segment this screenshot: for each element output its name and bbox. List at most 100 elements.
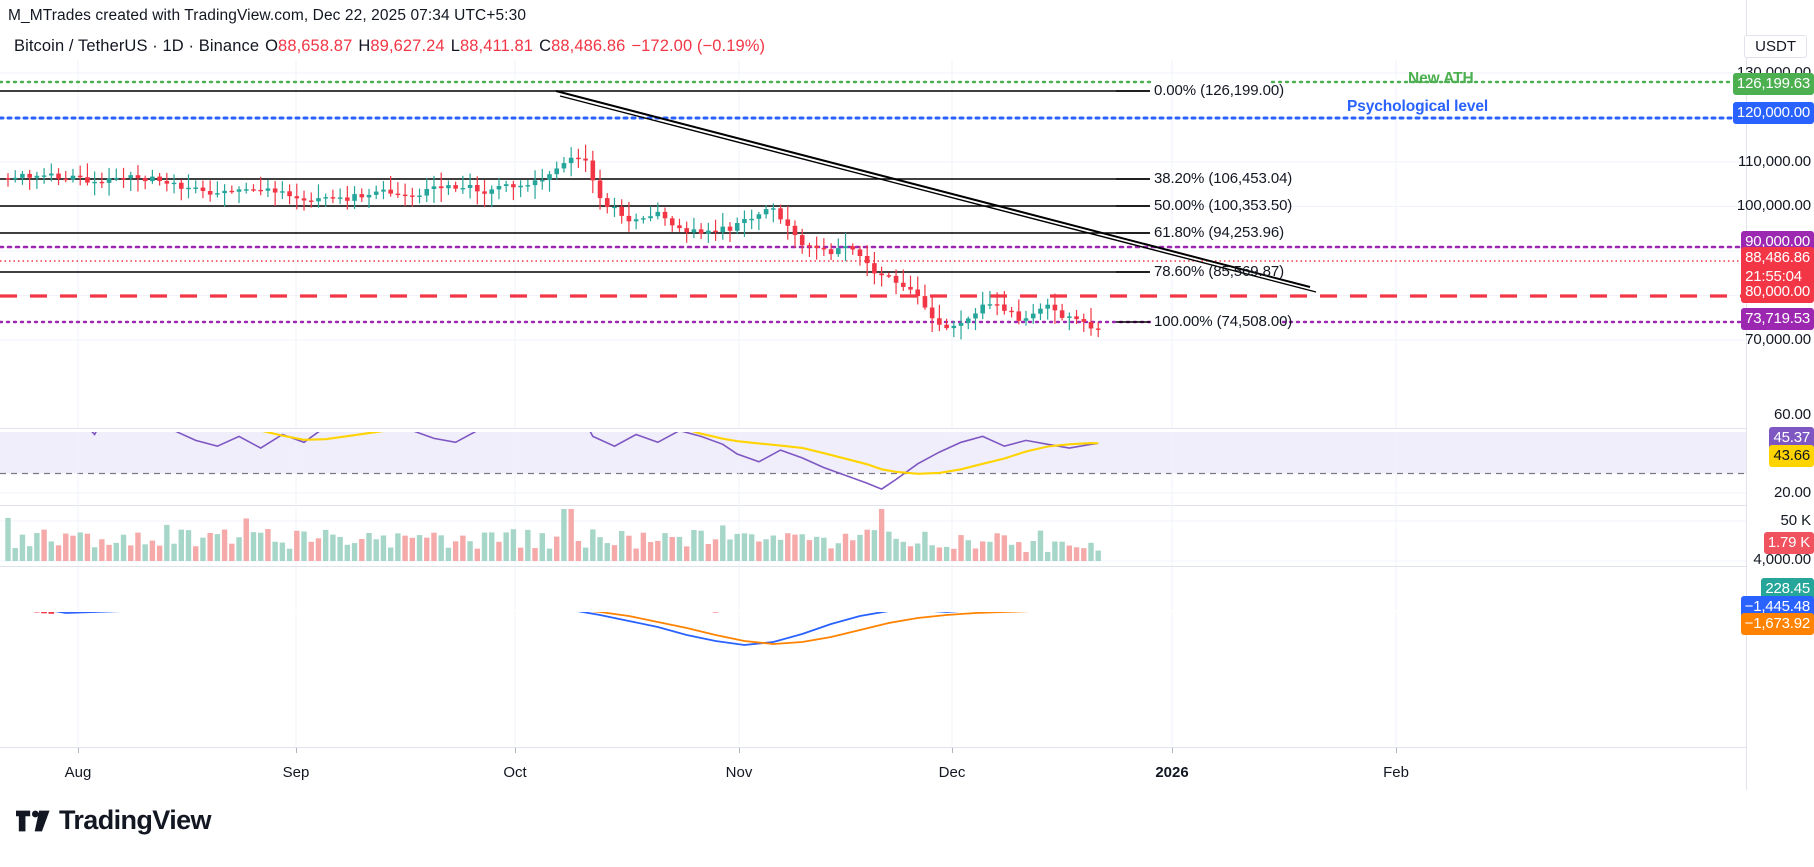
volume-bar [813, 536, 820, 561]
volume-bar [604, 543, 610, 561]
volume-bar [503, 532, 509, 561]
volume-bar [438, 535, 444, 561]
time-axis-tick: Aug [64, 764, 92, 781]
time-axis-tick-mark [1172, 748, 1173, 753]
candle-body [114, 177, 119, 180]
volume-bar [691, 530, 697, 561]
candle-body [713, 230, 718, 233]
candle-body [395, 193, 401, 196]
volume-bar [106, 544, 112, 561]
volume-bar [777, 539, 784, 561]
time-axis-tick-mark [739, 748, 740, 753]
volume-bar [308, 541, 314, 561]
psychological-level-annotation: Psychological level [1347, 98, 1489, 115]
macd-pane[interactable] [0, 612, 1746, 747]
volume-bar [647, 542, 654, 561]
volume-bar [178, 529, 184, 561]
macd-hist-value-badge[interactable]: 228.45 [1761, 578, 1814, 601]
volume-bar [662, 533, 668, 561]
candle-body [258, 189, 263, 192]
volume-bar [315, 538, 322, 561]
candle-body [814, 245, 819, 249]
candle-body [1030, 313, 1036, 319]
rsi-plot[interactable] [0, 432, 1746, 580]
fib-100-price-badge[interactable]: 73,719.53 [1741, 308, 1814, 331]
volume-bar [120, 534, 127, 561]
time-axis[interactable]: Aug Sep Oct Nov Dec 2026 Feb [0, 747, 1746, 791]
volume-bar [980, 541, 986, 561]
price-axis[interactable]: USDT 130,000.00110,000.00100,000.0070,00… [1732, 0, 1814, 790]
volume-pane[interactable] [0, 500, 1746, 610]
candle-body [1088, 321, 1094, 329]
volume-bar [806, 540, 813, 561]
candle-body [677, 225, 682, 229]
candle-body [619, 206, 624, 216]
candle-body [908, 286, 913, 290]
macd-line-value-badge[interactable]: −1,445.48 [1740, 596, 1814, 619]
candle-body [980, 304, 985, 314]
candle-body [821, 248, 827, 250]
volume-bar [481, 532, 488, 561]
volume-value-badge[interactable]: 1.79 K [1763, 532, 1814, 555]
volume-bar [792, 534, 798, 561]
volume-bar [272, 541, 278, 561]
ohlc-change-value: −172.00 (−0.19%) [631, 37, 766, 55]
symbol-title[interactable]: Bitcoin / TetherUS · 1D · Binance [14, 37, 260, 55]
volume-bar [344, 544, 351, 561]
volume-bar [994, 533, 1000, 561]
candle-body [164, 180, 170, 184]
candle-body [756, 214, 762, 219]
candle-body [5, 178, 11, 180]
support-price-badge[interactable]: 80,000.00 [1741, 281, 1814, 304]
candle-body [424, 188, 430, 196]
volume-bar [886, 531, 892, 561]
candle-body [576, 157, 581, 160]
volume-bar [445, 547, 452, 561]
candle-body [836, 248, 841, 255]
candle-body [879, 273, 884, 276]
volume-bar [734, 533, 740, 561]
fib-level-label: 0.00% (126,199.00) [1154, 82, 1284, 99]
candlestick-series [5, 144, 1101, 340]
rsi-pane[interactable] [0, 432, 1746, 580]
candle-body [944, 324, 949, 329]
trendline-resistance [555, 90, 1311, 288]
volume-bar [922, 531, 928, 561]
volume-bar [489, 532, 495, 561]
candle-body [92, 181, 97, 184]
candle-body [229, 190, 235, 193]
ohlc-open-value: 88,658.87 [278, 37, 353, 55]
volume-bar [1073, 547, 1080, 561]
volume-bar [402, 535, 408, 561]
candle-body [641, 218, 646, 220]
rsi-ma-value-badge[interactable]: 43.66 [1769, 445, 1814, 468]
volume-bar [452, 541, 459, 561]
price-pane[interactable] [0, 60, 1746, 428]
pane-divider-volume [0, 505, 1746, 506]
psychological-price-badge[interactable]: 120,000.00 [1732, 102, 1814, 125]
volume-bar [669, 536, 675, 561]
candle-body [1059, 310, 1065, 318]
volume-bar [929, 545, 935, 561]
volume-bar [243, 518, 249, 561]
ohlc-low-key: L [450, 37, 460, 55]
candle-body [590, 160, 596, 181]
volume-bar [900, 541, 906, 561]
volume-bar [763, 539, 769, 561]
macd-signal-value-badge[interactable]: −1,673.92 [1740, 613, 1814, 636]
candle-body [402, 194, 408, 197]
volume-bar [951, 548, 957, 561]
candle-body [243, 189, 249, 191]
volume-bar [915, 543, 921, 561]
volume-bar [741, 533, 748, 561]
volume-bar [626, 535, 632, 561]
ath-price-badge[interactable]: 126,199.63 [1732, 73, 1814, 96]
macd-plot[interactable] [0, 612, 1746, 747]
volume-plot[interactable] [0, 500, 1746, 610]
price-axis-tick: 50 K [1780, 512, 1812, 529]
rsi-value-badge[interactable]: 45.37 [1769, 427, 1814, 450]
price-plot[interactable] [0, 60, 1746, 428]
candle-body [1045, 304, 1050, 309]
fib-level-label: 38.20% (106,453.04) [1154, 170, 1293, 187]
volume-bar [185, 530, 192, 561]
